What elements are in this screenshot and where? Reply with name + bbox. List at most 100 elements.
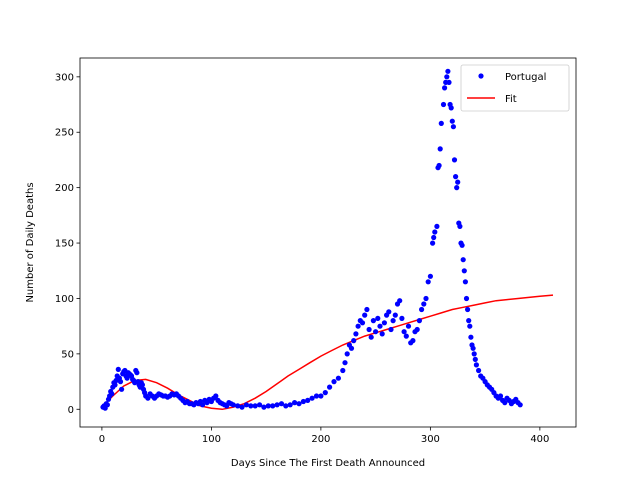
data-point <box>466 318 472 324</box>
data-point <box>401 329 407 335</box>
data-point <box>463 295 470 302</box>
legend-marker-portugal <box>478 73 484 79</box>
data-point <box>139 382 145 388</box>
data-point <box>502 400 508 406</box>
data-point <box>309 395 315 401</box>
data-point <box>461 268 467 274</box>
legend-box <box>460 64 570 112</box>
data-point <box>444 74 450 80</box>
data-point <box>438 120 444 126</box>
data-point <box>449 118 455 124</box>
x-tick-label: 400 <box>530 434 549 445</box>
data-point <box>465 306 471 313</box>
data-point <box>472 356 478 362</box>
data-point <box>470 345 476 351</box>
data-point <box>392 312 398 318</box>
data-point <box>145 395 151 401</box>
x-axis-label: Days Since The First Death Announced <box>231 458 425 469</box>
data-point <box>248 403 254 409</box>
y-axis: 0 50 100 150 200 250 300 <box>55 72 80 416</box>
data-point <box>117 379 124 385</box>
y-tick-label: 200 <box>55 183 74 194</box>
y-tick-label: 300 <box>55 72 74 83</box>
data-point <box>292 400 298 406</box>
data-point <box>517 402 523 408</box>
data-point <box>351 338 357 344</box>
data-point <box>462 279 468 285</box>
data-point <box>446 79 452 85</box>
data-point <box>373 329 379 335</box>
data-point <box>243 402 249 408</box>
data-point <box>450 124 456 130</box>
data-point <box>265 403 271 409</box>
data-point <box>451 157 458 163</box>
data-point <box>414 326 420 333</box>
legend-label-fit: Fit <box>505 94 517 105</box>
data-point <box>274 402 280 408</box>
data-point <box>296 401 302 407</box>
data-point <box>283 403 289 409</box>
data-point <box>257 402 263 408</box>
data-point <box>318 393 324 399</box>
data-point <box>437 146 443 152</box>
data-point <box>115 366 121 372</box>
data-point <box>119 386 125 392</box>
data-point <box>427 273 433 279</box>
plot-frame <box>79 57 577 428</box>
data-point <box>353 331 359 337</box>
x-tick-label: 0 <box>99 434 105 445</box>
data-point <box>344 351 350 357</box>
data-point <box>460 257 466 263</box>
data-point <box>459 242 465 248</box>
data-point <box>252 403 258 409</box>
data-point <box>124 375 130 381</box>
data-point <box>425 279 431 285</box>
data-point <box>473 362 479 368</box>
data-point <box>213 393 219 399</box>
legend: Portugal Fit <box>460 64 570 112</box>
data-point <box>431 234 437 241</box>
data-point <box>230 402 236 408</box>
y-tick-label: 50 <box>61 349 74 360</box>
data-point <box>403 333 409 339</box>
legend-label-portugal: Portugal <box>505 72 546 83</box>
x-axis: 0 100 200 300 400 <box>99 427 549 445</box>
data-point <box>355 323 361 329</box>
data-point <box>405 323 412 329</box>
data-point <box>342 360 348 366</box>
data-point <box>379 331 385 337</box>
data-point <box>467 323 473 329</box>
data-point <box>419 306 425 313</box>
data-point <box>327 384 333 390</box>
data-point <box>109 391 115 397</box>
data-point <box>453 174 459 180</box>
data-point <box>278 401 285 407</box>
data-point <box>377 323 383 329</box>
data-point <box>457 223 463 229</box>
data-point <box>432 229 438 235</box>
data-point <box>442 85 448 91</box>
data-point <box>390 318 396 324</box>
data-point <box>410 338 416 344</box>
data-point <box>397 298 403 304</box>
data-point <box>455 179 461 185</box>
data-point <box>134 370 140 376</box>
data-point <box>497 393 504 399</box>
data-point <box>368 334 374 340</box>
data-point <box>476 367 482 374</box>
x-tick-label: 200 <box>311 434 330 445</box>
data-point <box>200 402 206 408</box>
data-point <box>335 375 341 381</box>
data-point <box>313 393 320 399</box>
data-point <box>331 379 337 385</box>
data-point <box>287 402 293 408</box>
data-point <box>375 315 381 321</box>
data-point <box>448 105 454 111</box>
data-point <box>471 351 477 357</box>
data-point <box>112 382 118 388</box>
y-axis-label: Number of Daily Deaths <box>25 182 36 302</box>
data-point <box>423 295 429 302</box>
data-point <box>386 309 392 315</box>
data-point <box>468 334 474 340</box>
data-point <box>300 398 306 405</box>
